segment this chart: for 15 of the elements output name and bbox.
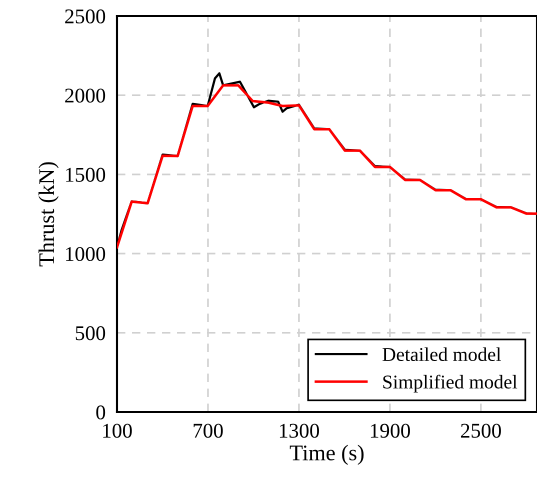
legend-label: Detailed model bbox=[382, 347, 501, 362]
x-tick-label: 1900 bbox=[370, 424, 410, 438]
y-tick-label: 2500 bbox=[65, 9, 106, 24]
y-tick-label: 2000 bbox=[65, 88, 106, 103]
x-axis-title: Time (s) bbox=[290, 444, 364, 465]
x-tick-label: 1300 bbox=[280, 424, 319, 438]
x-tick-label: 2500 bbox=[460, 424, 501, 438]
y-tick-label: 0 bbox=[96, 405, 106, 420]
y-axis-title: Thrust (kN) bbox=[38, 162, 59, 266]
x-tick-label: 700 bbox=[194, 424, 223, 438]
y-tick-label: 1500 bbox=[66, 168, 106, 182]
y-tick-label: 500 bbox=[76, 326, 106, 340]
x-tick-label: 100 bbox=[103, 424, 132, 438]
legend-label: Simplified model bbox=[383, 374, 518, 393]
y-tick-label: 1000 bbox=[66, 246, 106, 262]
